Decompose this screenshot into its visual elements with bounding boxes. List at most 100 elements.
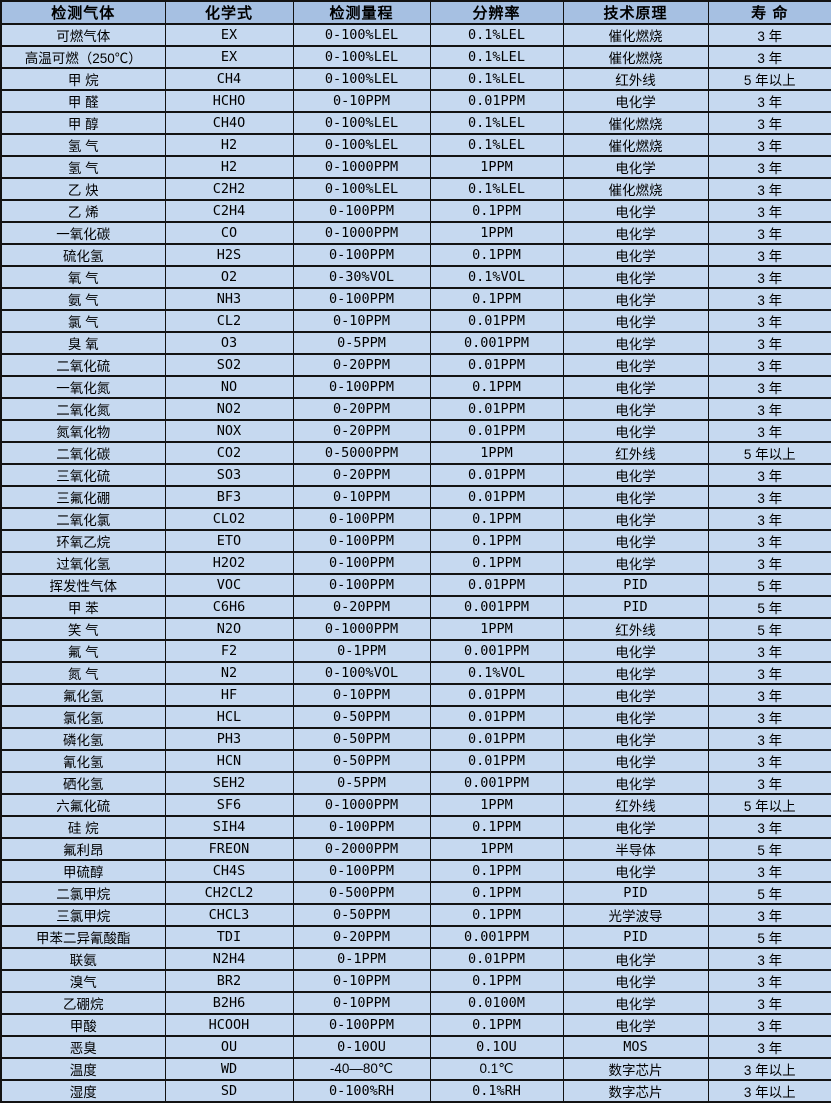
lifespan-cell: 3 年	[707, 463, 831, 487]
lifespan-cell: 3 年	[707, 661, 831, 685]
formula-cell: O2	[164, 265, 294, 289]
table-row: 过氧化氢 H2O2 0-100PPM 0.1PPM 电化学 3 年	[0, 551, 831, 575]
gas-name-cell: 二氧化硫	[0, 353, 166, 377]
resolution-cell: 0.1%LEL	[429, 45, 564, 69]
principle-cell: 电化学	[562, 331, 709, 355]
gas-name-cell: 三氯甲烷	[0, 903, 166, 927]
table-row: 挥发性气体 VOC 0-100PPM 0.01PPM PID 5 年	[0, 573, 831, 597]
principle-cell: 电化学	[562, 221, 709, 245]
lifespan-cell: 3 年	[707, 683, 831, 707]
range-cell: 0-30%VOL	[292, 265, 431, 289]
formula-cell: HF	[164, 683, 294, 707]
lifespan-cell: 3 年	[707, 727, 831, 751]
principle-cell: 电化学	[562, 683, 709, 707]
gas-name-cell: 二氧化碳	[0, 441, 166, 465]
formula-cell: CO	[164, 221, 294, 245]
resolution-cell: 1PPM	[429, 837, 564, 861]
formula-cell: EX	[164, 45, 294, 69]
resolution-cell: 0.1PPM	[429, 903, 564, 927]
range-cell: 0-1PPM	[292, 639, 431, 663]
resolution-cell: 0.1PPM	[429, 859, 564, 883]
table-row: 甲 醇 CH4O 0-100%LEL 0.1%LEL 催化燃烧 3 年	[0, 111, 831, 135]
range-cell: 0-100PPM	[292, 507, 431, 531]
formula-cell: SIH4	[164, 815, 294, 839]
lifespan-cell: 5 年	[707, 925, 831, 949]
range-cell: 0-100%LEL	[292, 133, 431, 157]
lifespan-cell: 3 年	[707, 947, 831, 971]
gas-name-cell: 环氧乙烷	[0, 529, 166, 553]
principle-cell: 电化学	[562, 529, 709, 553]
principle-cell: 电化学	[562, 991, 709, 1015]
gas-name-cell: 高温可燃（250℃）	[0, 45, 166, 69]
range-cell: 0-20PPM	[292, 397, 431, 421]
gas-name-cell: 硅 烷	[0, 815, 166, 839]
resolution-cell: 0.1PPM	[429, 243, 564, 267]
resolution-cell: 0.01PPM	[429, 353, 564, 377]
table-row: 一氧化氮 NO 0-100PPM 0.1PPM 电化学 3 年	[0, 375, 831, 399]
gas-name-cell: 甲 醛	[0, 89, 166, 113]
table-row: 甲 烷 CH4 0-100%LEL 0.1%LEL 红外线 5 年以上	[0, 67, 831, 91]
table-row: 三氯甲烷 CHCL3 0-50PPM 0.1PPM 光学波导 3 年	[0, 903, 831, 927]
principle-cell: 电化学	[562, 947, 709, 971]
resolution-cell: 0.001PPM	[429, 925, 564, 949]
gas-name-cell: 溴气	[0, 969, 166, 993]
lifespan-cell: 3 年	[707, 639, 831, 663]
formula-cell: H2S	[164, 243, 294, 267]
range-cell: 0-100%LEL	[292, 23, 431, 47]
lifespan-cell: 3 年	[707, 221, 831, 245]
formula-cell: C2H4	[164, 199, 294, 223]
lifespan-cell: 3 年	[707, 199, 831, 223]
formula-cell: CH2CL2	[164, 881, 294, 905]
formula-cell: B2H6	[164, 991, 294, 1015]
resolution-cell: 0.1℃	[429, 1057, 564, 1081]
formula-cell: NO	[164, 375, 294, 399]
range-cell: 0-100%VOL	[292, 661, 431, 685]
range-cell: 0-100PPM	[292, 551, 431, 575]
gas-name-cell: 三氧化硫	[0, 463, 166, 487]
formula-cell: SEH2	[164, 771, 294, 795]
lifespan-cell: 3 年	[707, 353, 831, 377]
lifespan-cell: 5 年	[707, 881, 831, 905]
resolution-cell: 1PPM	[429, 793, 564, 817]
principle-cell: PID	[562, 573, 709, 597]
range-cell: 0-100PPM	[292, 529, 431, 553]
range-cell: 0-100PPM	[292, 859, 431, 883]
formula-cell: TDI	[164, 925, 294, 949]
principle-cell: 催化燃烧	[562, 177, 709, 201]
formula-cell: BR2	[164, 969, 294, 993]
range-cell: 0-100PPM	[292, 375, 431, 399]
header-cell-range: 检测量程	[292, 0, 431, 25]
range-cell: 0-1000PPM	[292, 617, 431, 641]
range-cell: 0-20PPM	[292, 353, 431, 377]
principle-cell: 电化学	[562, 815, 709, 839]
resolution-cell: 0.01PPM	[429, 419, 564, 443]
principle-cell: 半导体	[562, 837, 709, 861]
header-cell-lifespan: 寿 命	[707, 0, 831, 25]
lifespan-cell: 3 年	[707, 243, 831, 267]
principle-cell: 电化学	[562, 463, 709, 487]
table-row: 温度 WD -40—80℃ 0.1℃ 数字芯片 3 年以上	[0, 1057, 831, 1081]
gas-name-cell: 二氯甲烷	[0, 881, 166, 905]
range-cell: 0-100%LEL	[292, 111, 431, 135]
gas-name-cell: 湿度	[0, 1079, 166, 1103]
lifespan-cell: 3 年	[707, 23, 831, 47]
range-cell: 0-1000PPM	[292, 155, 431, 179]
principle-cell: 电化学	[562, 727, 709, 751]
range-cell: 0-100%LEL	[292, 45, 431, 69]
lifespan-cell: 3 年	[707, 485, 831, 509]
formula-cell: CLO2	[164, 507, 294, 531]
table-row: 氮 气 N2 0-100%VOL 0.1%VOL 电化学 3 年	[0, 661, 831, 685]
gas-name-cell: 乙 炔	[0, 177, 166, 201]
lifespan-cell: 3 年	[707, 111, 831, 135]
principle-cell: 红外线	[562, 617, 709, 641]
principle-cell: 电化学	[562, 375, 709, 399]
range-cell: 0-1000PPM	[292, 221, 431, 245]
gas-name-cell: 甲 烷	[0, 67, 166, 91]
resolution-cell: 0.01PPM	[429, 397, 564, 421]
gas-name-cell: 氢 气	[0, 155, 166, 179]
principle-cell: 电化学	[562, 639, 709, 663]
range-cell: 0-1PPM	[292, 947, 431, 971]
table-row: 可燃气体 EX 0-100%LEL 0.1%LEL 催化燃烧 3 年	[0, 23, 831, 47]
gas-name-cell: 氢 气	[0, 133, 166, 157]
gas-name-cell: 氮 气	[0, 661, 166, 685]
